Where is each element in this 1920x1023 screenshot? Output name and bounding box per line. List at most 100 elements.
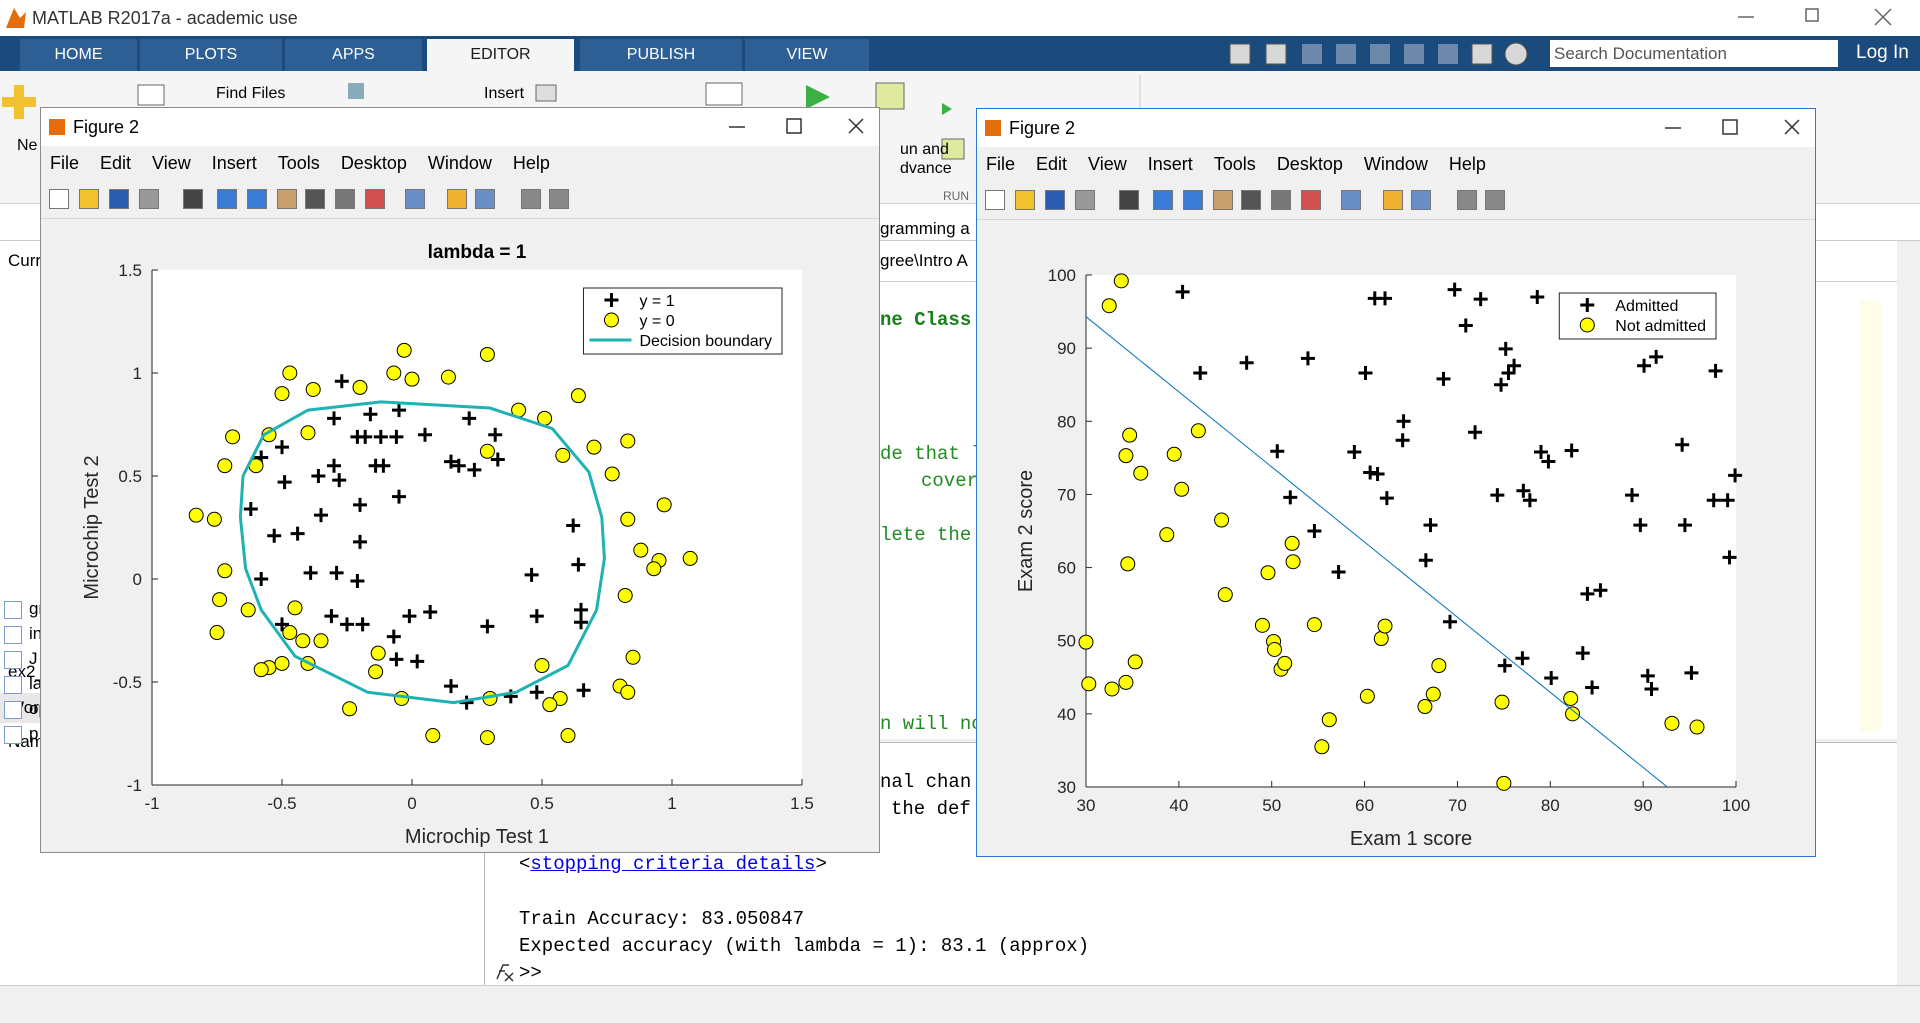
qa-icon[interactable]: [1336, 44, 1356, 64]
maximize-button[interactable]: [786, 118, 802, 134]
toolbar-button[interactable]: [1075, 190, 1095, 210]
window-title: MATLAB R2017a - academic use: [32, 8, 298, 28]
help-icon[interactable]: [1504, 42, 1528, 66]
toolbar-button[interactable]: [335, 189, 355, 209]
toolbar-button[interactable]: [1153, 190, 1173, 210]
ribbon-icon[interactable]: [875, 82, 905, 110]
run-icon[interactable]: [806, 85, 830, 109]
toolbar-button[interactable]: [365, 189, 385, 209]
toolbar-button[interactable]: [1341, 190, 1361, 210]
toolbar-button[interactable]: [49, 189, 69, 209]
qa-icon[interactable]: [1370, 44, 1390, 64]
menu-item[interactable]: View: [152, 152, 191, 173]
plus-marker: [1507, 358, 1522, 373]
menu-item[interactable]: Tools: [1213, 153, 1256, 174]
toolbar-button[interactable]: [1045, 190, 1065, 210]
ribbon-tab[interactable]: APPS: [285, 39, 422, 71]
menu-item[interactable]: File: [986, 153, 1016, 174]
plus-marker: [1522, 493, 1537, 508]
ribbon-label[interactable]: Insert: [484, 85, 525, 102]
legend-label: Admitted: [1615, 298, 1678, 315]
toolbar-button[interactable]: [1271, 190, 1291, 210]
toolbar-button[interactable]: [521, 189, 541, 209]
toolbar-button[interactable]: [247, 189, 267, 209]
search-box[interactable]: Search Documentation: [1550, 40, 1838, 67]
ribbon-label[interactable]: Find Files: [216, 85, 286, 102]
toolbar-button[interactable]: [405, 189, 425, 209]
new-icon[interactable]: [2, 85, 36, 119]
ribbon-label[interactable]: Ne: [17, 137, 38, 154]
ribbon-icon[interactable]: [942, 103, 952, 115]
toolbar-button[interactable]: [1241, 190, 1261, 210]
menu-item[interactable]: Edit: [1036, 153, 1068, 174]
menu-item[interactable]: File: [50, 152, 80, 173]
ribbon-tab[interactable]: HOME: [20, 39, 137, 71]
close-button[interactable]: [1784, 119, 1800, 135]
toolbar-button[interactable]: [109, 189, 129, 209]
toolbar-button[interactable]: [305, 189, 325, 209]
ribbon-icon[interactable]: [137, 84, 165, 106]
qa-icon[interactable]: [1471, 43, 1493, 65]
menu-item[interactable]: Help: [1448, 153, 1486, 174]
menu-item[interactable]: Help: [512, 152, 550, 173]
variable-name[interactable]: p: [29, 724, 39, 743]
console-prompt[interactable]: >>: [519, 962, 542, 984]
stopping-criteria-link[interactable]: stopping criteria details: [530, 853, 816, 875]
toolbar-button[interactable]: [1183, 190, 1203, 210]
menu-item[interactable]: Desktop: [340, 152, 407, 173]
ribbon-label[interactable]: dvance: [900, 160, 952, 177]
toolbar-button[interactable]: [277, 189, 297, 209]
toolbar-button[interactable]: [447, 189, 467, 209]
toolbar-button[interactable]: [985, 190, 1005, 210]
menu-item[interactable]: Edit: [100, 152, 132, 173]
menu-item[interactable]: Insert: [1147, 153, 1193, 174]
plus-marker: [1722, 550, 1737, 565]
toolbar-button[interactable]: [1383, 190, 1403, 210]
ribbon-tab[interactable]: PLOTS: [140, 39, 282, 71]
ribbon-tab[interactable]: PUBLISH: [580, 39, 742, 71]
menu-item[interactable]: Insert: [211, 152, 257, 173]
ribbon-tab[interactable]: EDITOR: [427, 39, 574, 71]
circle-marker: [282, 365, 298, 381]
close-button[interactable]: [1874, 8, 1892, 26]
circle-marker: [1417, 699, 1433, 715]
plus-marker: [1580, 586, 1595, 601]
restore-button[interactable]: [1805, 8, 1819, 22]
toolbar-button[interactable]: [1119, 190, 1139, 210]
plus-marker: [444, 454, 458, 469]
qa-icon[interactable]: [1404, 44, 1424, 64]
toolbar-button[interactable]: [1411, 190, 1431, 210]
menu-item[interactable]: Tools: [277, 152, 320, 173]
close-button[interactable]: [848, 118, 864, 134]
circle-marker: [1101, 298, 1117, 314]
qa-icon[interactable]: [1438, 44, 1458, 64]
qa-icon[interactable]: [1265, 43, 1287, 65]
ribbon-icon[interactable]: [705, 82, 743, 106]
menu-item[interactable]: Window: [1363, 153, 1428, 174]
ribbon-label[interactable]: un and: [900, 141, 949, 158]
login-link[interactable]: Log In: [1856, 42, 1909, 63]
toolbar-button[interactable]: [79, 189, 99, 209]
ribbon-icon[interactable]: [535, 84, 557, 102]
toolbar-button[interactable]: [1015, 190, 1035, 210]
toolbar-button[interactable]: [475, 189, 495, 209]
toolbar-button[interactable]: [1213, 190, 1233, 210]
circle-marker: [217, 563, 233, 579]
menu-item[interactable]: Desktop: [1276, 153, 1343, 174]
ribbon-icon[interactable]: [348, 83, 364, 99]
variable-name[interactable]: J: [29, 649, 38, 668]
qa-icon[interactable]: [1302, 44, 1322, 64]
ribbon-tab[interactable]: VIEW: [745, 39, 869, 71]
toolbar-button[interactable]: [1301, 190, 1321, 210]
maximize-button[interactable]: [1722, 119, 1738, 135]
ribbon-icon[interactable]: [941, 138, 965, 160]
toolbar-button[interactable]: [1485, 190, 1505, 210]
toolbar-button[interactable]: [217, 189, 237, 209]
qa-icon[interactable]: [1229, 43, 1251, 65]
menu-item[interactable]: View: [1088, 153, 1127, 174]
toolbar-button[interactable]: [1457, 190, 1477, 210]
menu-item[interactable]: Window: [427, 152, 492, 173]
toolbar-button[interactable]: [183, 189, 203, 209]
toolbar-button[interactable]: [139, 189, 159, 209]
toolbar-button[interactable]: [549, 189, 569, 209]
